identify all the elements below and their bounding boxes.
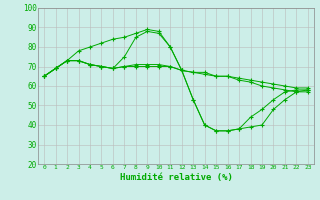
X-axis label: Humidité relative (%): Humidité relative (%)	[120, 173, 232, 182]
